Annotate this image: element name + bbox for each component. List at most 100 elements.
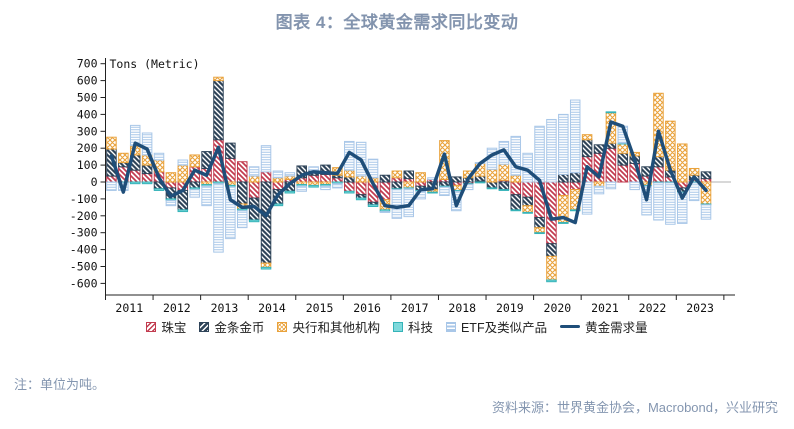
bar-segment-centralbanks [415, 172, 426, 183]
legend-item-demand: 黄金需求量 [560, 317, 648, 336]
bar-segment-barscoins [700, 171, 712, 180]
bar-segment-etf [153, 152, 165, 161]
bar-segment-etf [260, 145, 272, 173]
bar-segment-centralbanks [177, 164, 189, 183]
bar-segment-tech [569, 209, 581, 212]
bar-segment-barscoins [236, 181, 248, 205]
bar-segment-etf [391, 189, 403, 219]
y-axis-label: -400 [70, 243, 98, 257]
x-axis-label: 2017 [401, 301, 429, 315]
bar-segment-etf [558, 113, 569, 175]
bar-segment-jewelry [344, 181, 355, 192]
x-axis-label: 2016 [353, 301, 381, 315]
bar-segment-jewelry [569, 181, 581, 191]
y-axis-label: 600 [77, 74, 98, 88]
bar-segment-tech [308, 184, 319, 188]
bar-segment-barscoins [141, 164, 153, 175]
bar-segment-jewelry [308, 174, 319, 183]
axes: 700 600 500 400 300 200 100 0 -100 -200 -300 -400 -5… [70, 57, 735, 315]
bar-segment-etf [403, 188, 414, 218]
y-axis-label: 100 [77, 158, 98, 172]
bar-segment-barscoins [296, 165, 307, 179]
bar-segment-centralbanks [260, 262, 272, 268]
bar-segment-jewelry [248, 181, 260, 199]
bar-segment-barscoins [355, 194, 367, 199]
bar-segment-etf [165, 200, 177, 207]
bar-segment-etf [581, 181, 593, 215]
bar-segment-barscoins [379, 174, 391, 183]
bar-segment-barscoins [569, 172, 581, 183]
x-axis-label: 2020 [544, 301, 572, 315]
bar-segment-barscoins [593, 144, 605, 154]
legend-label: 金条金币 [214, 321, 265, 335]
bar-segment-centralbanks [522, 205, 533, 213]
bar-segment-centralbanks [653, 92, 664, 158]
bar-segment-barscoins [439, 181, 450, 187]
bar-segment-barscoins [474, 175, 486, 182]
x-axis-label: 2012 [163, 301, 191, 315]
bar-segment-centralbanks [344, 169, 355, 178]
x-axis-label: 2019 [496, 301, 524, 315]
bar-segment-tech [534, 232, 545, 235]
bar-segment-tech [355, 197, 367, 201]
y-axis-label: 0 [91, 175, 98, 189]
y-axis-label: -300 [70, 226, 98, 240]
bar-segment-etf [236, 210, 248, 229]
bar-segment-barscoins [558, 173, 569, 183]
bar-segment-centralbanks [581, 134, 593, 141]
bar-segment-barscoins [486, 181, 498, 189]
bar-segment-tech [522, 211, 533, 214]
bar-segment-barscoins [451, 176, 462, 183]
bar-segment-barscoins [225, 142, 236, 159]
bar-segment-etf [106, 181, 117, 191]
bar-segment-centralbanks [486, 168, 498, 183]
legend-label: 央行和其他机构 [292, 321, 380, 335]
y-axis-label: 500 [77, 91, 98, 105]
bar-segment-centralbanks [272, 177, 284, 183]
bar-segment-barscoins [581, 139, 593, 158]
x-axis-label: 2021 [591, 301, 619, 315]
bar-segment-centralbanks [391, 170, 403, 179]
y-axis-label: 200 [77, 141, 98, 155]
bar-segment-tech [427, 191, 438, 194]
demand-line [109, 120, 708, 225]
bar-segment-centralbanks [189, 154, 200, 168]
bar-segment-tech [153, 188, 165, 191]
bar-segment-barscoins [498, 181, 510, 191]
legend-swatch-demand-line [560, 324, 581, 329]
data-source: 资料来源：世界黄金协会，Macrobond，兴业研究 [491, 400, 778, 415]
y-axis-label: -500 [70, 260, 98, 274]
gold-demand-chart: 700 600 500 400 300 200 100 0 -100 -200 -300 -400 -5… [70, 57, 735, 315]
bar-segment-etf [629, 181, 640, 191]
bar-segment-barscoins [546, 243, 557, 257]
legend-item-centralbanks: 央行和其他机构 [277, 317, 380, 336]
y-axis-label: -600 [70, 276, 98, 290]
bar-segment-jewelry [320, 173, 331, 183]
bar-segment-barscoins [391, 181, 403, 190]
bar-segment-centralbanks [676, 143, 688, 183]
bar-segment-jewelry [106, 175, 117, 183]
bar-segment-jewelry [653, 166, 664, 183]
bar-segment-centralbanks [308, 181, 319, 186]
bar-segment-tech [344, 190, 355, 194]
bar-segment-etf [676, 192, 688, 224]
bar-segment-etf [593, 185, 605, 195]
bar-segment-barscoins [213, 80, 224, 141]
plot [105, 76, 731, 283]
bar-segment-barscoins [403, 170, 414, 180]
bar-segment-jewelry [391, 177, 403, 183]
bar-segment-tech [474, 181, 486, 184]
legend-label: 珠宝 [161, 321, 187, 335]
legend-label: 科技 [407, 321, 433, 335]
bar-segment-etf [510, 135, 522, 176]
y-axis-label: -100 [70, 192, 98, 206]
x-axis-label: 2015 [306, 301, 334, 315]
x-axis-label: 2011 [115, 301, 143, 315]
y-axis-label: 700 [77, 57, 98, 71]
bar-segment-etf [700, 204, 712, 220]
bar-segment-tech [605, 111, 617, 114]
bar-segment-tech [486, 187, 498, 190]
legend-swatch-etf [445, 321, 456, 332]
bar-segment-jewelry [236, 161, 248, 183]
bar-segment-etf [225, 186, 236, 240]
